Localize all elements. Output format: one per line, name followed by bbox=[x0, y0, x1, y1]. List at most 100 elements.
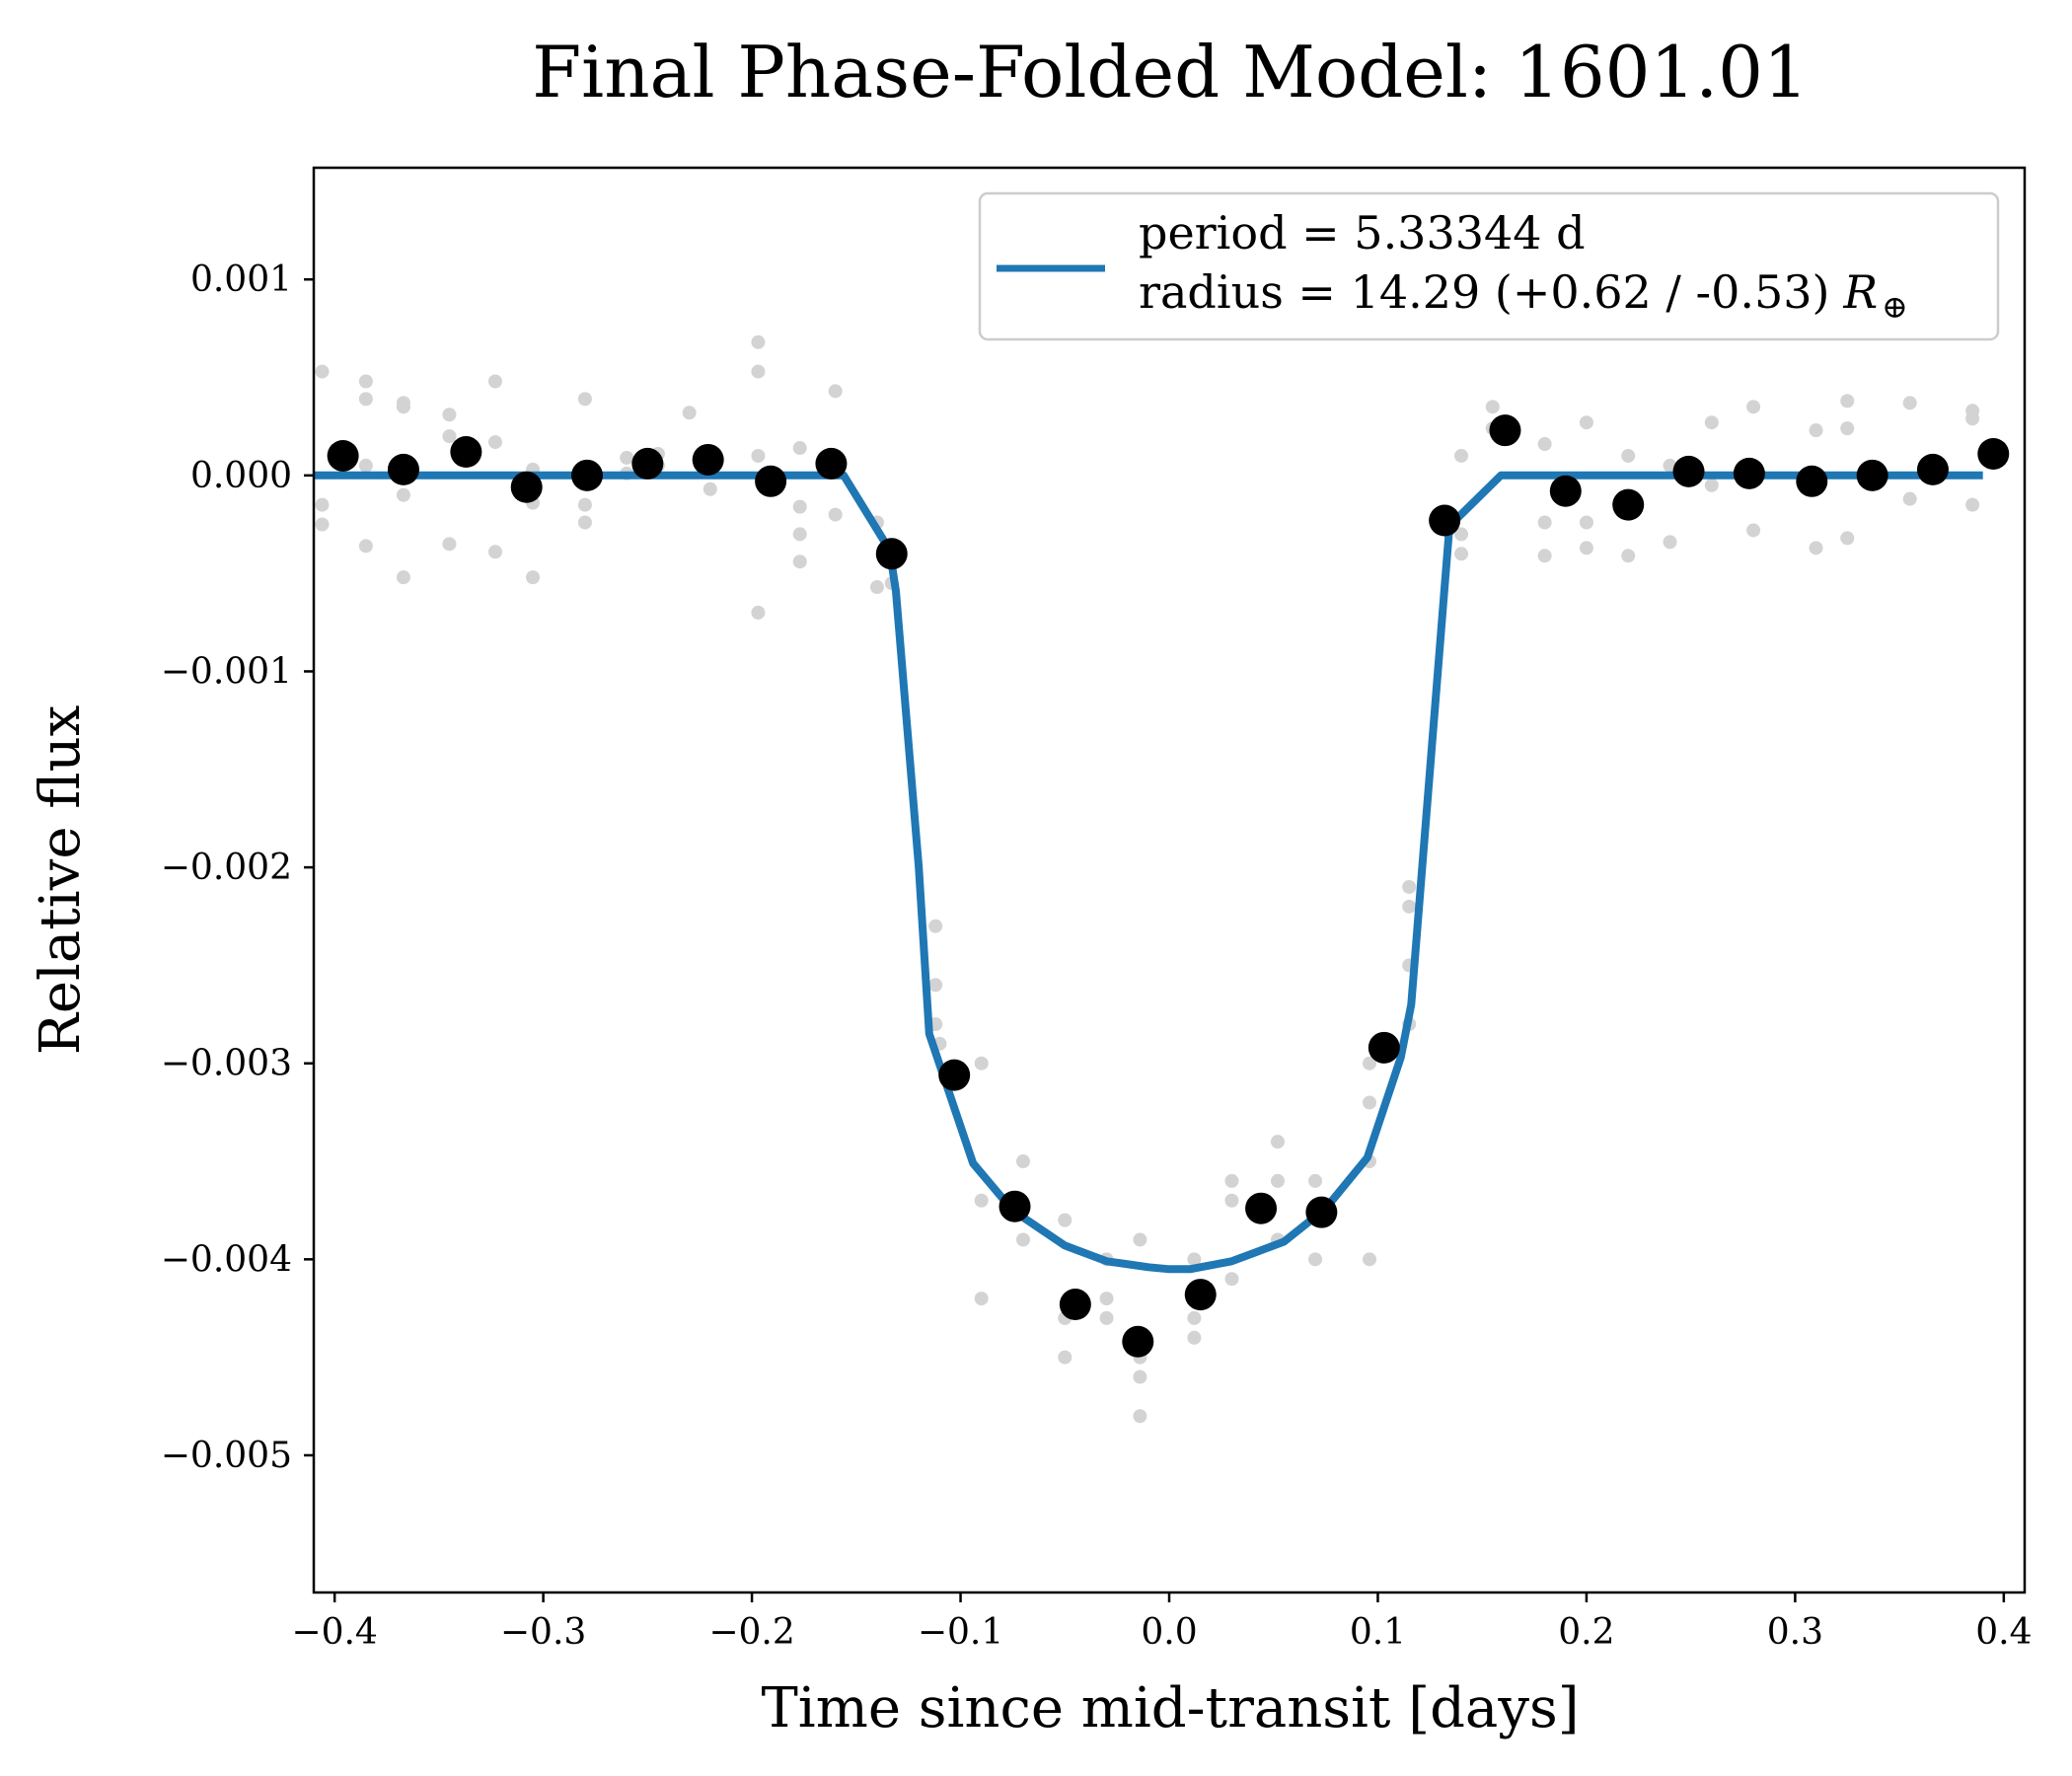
raw-data-point bbox=[1840, 531, 1855, 546]
raw-data-point bbox=[1224, 1193, 1239, 1208]
legend-period-text: period = 5.33344 d bbox=[1139, 206, 1586, 259]
raw-data-point bbox=[1840, 394, 1855, 408]
y-tick-label: −0.001 bbox=[161, 651, 292, 692]
raw-data-point bbox=[526, 570, 541, 585]
x-tick-label: −0.1 bbox=[918, 1612, 1003, 1653]
legend: period = 5.33344 d radius = 14.29 (+0.62… bbox=[978, 191, 2000, 341]
raw-data-point bbox=[577, 515, 592, 530]
raw-data-point bbox=[1537, 549, 1552, 563]
raw-data-point bbox=[358, 539, 373, 554]
x-tick-label: 0.1 bbox=[1350, 1612, 1406, 1653]
raw-data-point bbox=[1308, 1173, 1323, 1188]
raw-data-point bbox=[396, 400, 410, 414]
raw-data-point bbox=[1224, 1173, 1239, 1188]
binned-data-point bbox=[1305, 1196, 1338, 1228]
raw-data-point bbox=[1363, 1056, 1377, 1071]
raw-data-point bbox=[928, 919, 943, 933]
raw-data-point bbox=[442, 407, 457, 422]
raw-data-point bbox=[751, 334, 766, 349]
raw-data-point bbox=[792, 441, 807, 456]
raw-data-point bbox=[358, 458, 373, 473]
raw-data-point bbox=[869, 580, 884, 595]
binned-data-point bbox=[1977, 437, 2010, 470]
raw-data-point bbox=[1187, 1330, 1202, 1345]
plot-area bbox=[314, 334, 2010, 1424]
raw-data-point bbox=[442, 429, 457, 444]
raw-data-point bbox=[1187, 1310, 1202, 1325]
raw-data-point bbox=[1621, 549, 1636, 563]
raw-data-point bbox=[577, 497, 592, 512]
y-tick-label: 0.001 bbox=[190, 259, 292, 300]
x-tick-label: −0.4 bbox=[291, 1612, 377, 1653]
raw-data-point bbox=[358, 374, 373, 389]
raw-data-point bbox=[1663, 535, 1677, 550]
binned-data-point bbox=[450, 436, 482, 469]
binned-data-point bbox=[1429, 504, 1461, 537]
binned-data-point bbox=[1122, 1325, 1154, 1358]
binned-data-point bbox=[571, 459, 604, 491]
binned-data-point bbox=[387, 453, 419, 485]
raw-data-point bbox=[1902, 491, 1917, 506]
chart-title: Final Phase-Folded Model: 1601.01 bbox=[532, 31, 1809, 113]
y-tick-label: 0.000 bbox=[190, 456, 292, 496]
raw-data-point bbox=[1270, 1135, 1285, 1149]
raw-data-point bbox=[1809, 423, 1823, 438]
raw-data-point bbox=[1363, 1095, 1377, 1110]
raw-data-point bbox=[1840, 421, 1855, 436]
legend-radius-text: radius = 14.29 (+0.62 / -0.53) R ⊕ bbox=[1139, 265, 1908, 326]
binned-data-point bbox=[631, 447, 664, 480]
legend-earth-symbol: ⊕ bbox=[1882, 288, 1908, 326]
raw-data-point bbox=[928, 978, 943, 993]
binned-data-point bbox=[999, 1190, 1031, 1222]
raw-data-point bbox=[358, 392, 373, 407]
y-axis: 0.001 0.000 −0.001 −0.002 −0.003 −0.004 −0.005 bbox=[161, 259, 314, 1476]
raw-data-point bbox=[1308, 1252, 1323, 1267]
raw-data-point bbox=[1537, 515, 1552, 530]
raw-data-point bbox=[396, 487, 410, 502]
raw-data-point bbox=[487, 545, 502, 559]
raw-data-point bbox=[751, 448, 766, 463]
raw-data-point bbox=[1270, 1173, 1285, 1188]
raw-data-point bbox=[828, 384, 843, 399]
raw-data-point bbox=[1402, 879, 1417, 894]
raw-data-point bbox=[974, 1292, 989, 1306]
x-tick-label: 0.4 bbox=[1975, 1612, 2032, 1653]
legend-radius-unit: R bbox=[1842, 265, 1878, 319]
binned-data-point bbox=[938, 1059, 971, 1091]
raw-data-point bbox=[792, 555, 807, 569]
raw-data-point bbox=[792, 527, 807, 542]
raw-data-point bbox=[974, 1193, 989, 1208]
raw-data-point bbox=[1579, 541, 1593, 555]
raw-data-point bbox=[1902, 396, 1917, 410]
x-axis: −0.4 −0.3 −0.2 −0.1 0.0 0.1 0.2 0.3 0.4 bbox=[291, 1592, 2032, 1653]
raw-data-point bbox=[487, 374, 502, 389]
legend-box bbox=[978, 191, 2000, 341]
x-axis-label: Time since mid-transit [days] bbox=[761, 1676, 1579, 1740]
raw-data-point bbox=[974, 1056, 989, 1071]
raw-data-point bbox=[1224, 1272, 1239, 1287]
raw-data-point bbox=[1133, 1232, 1147, 1247]
y-tick-label: −0.002 bbox=[161, 848, 292, 888]
raw-data-point bbox=[1187, 1252, 1202, 1267]
raw-data-point bbox=[1454, 547, 1469, 561]
raw-data-point bbox=[703, 481, 717, 496]
raw-data-point bbox=[1363, 1252, 1377, 1267]
y-tick-label: −0.005 bbox=[161, 1436, 292, 1476]
raw-data-point bbox=[315, 364, 330, 379]
raw-data-point bbox=[1402, 899, 1417, 914]
binned-data-point bbox=[692, 443, 724, 476]
raw-data-point bbox=[1746, 400, 1761, 414]
x-tick-label: −0.2 bbox=[708, 1612, 794, 1653]
raw-data-point bbox=[1579, 515, 1593, 530]
raw-data-point bbox=[1746, 523, 1761, 538]
raw-data-point bbox=[1058, 1213, 1073, 1227]
raw-data-point bbox=[1015, 1232, 1030, 1247]
raw-data-point bbox=[682, 406, 697, 420]
binned-data-point bbox=[1733, 457, 1765, 489]
binned-data-point bbox=[1184, 1279, 1217, 1311]
x-tick-label: −0.3 bbox=[500, 1612, 586, 1653]
binned-data-point bbox=[1059, 1289, 1091, 1321]
y-axis-label: Relative flux bbox=[29, 705, 93, 1056]
raw-data-point bbox=[1579, 415, 1593, 430]
